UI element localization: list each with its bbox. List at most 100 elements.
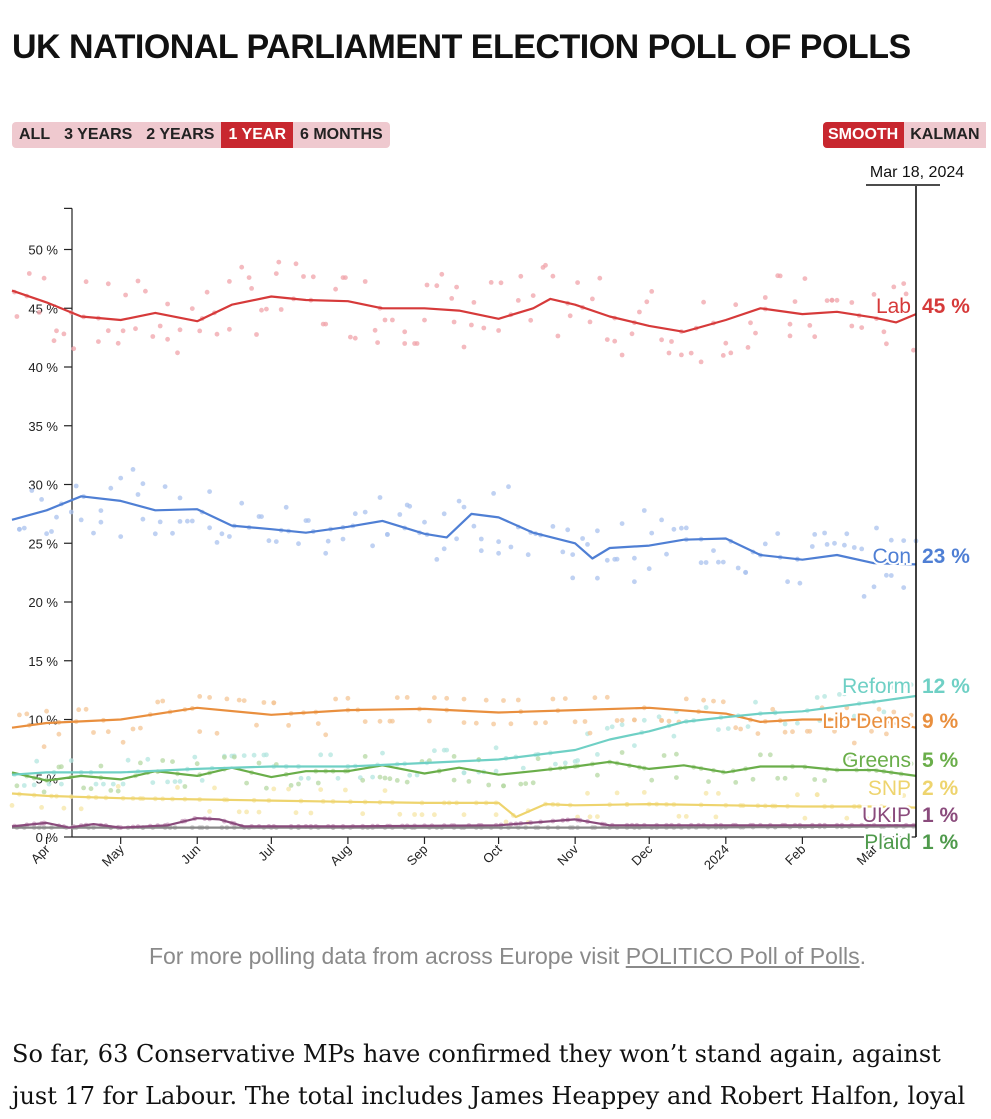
kalman-button[interactable]: KALMAN [910, 126, 980, 143]
poll-dot [31, 782, 37, 788]
poll-dot [614, 556, 620, 562]
time-range-selector: ALL 3 YEARS 2 YEARS 1 YEAR 6 MONTHS [12, 122, 390, 148]
poll-dot [587, 730, 593, 736]
poll-dot [496, 328, 501, 333]
poll-dot [575, 758, 580, 763]
poll-dot [44, 708, 49, 714]
poll-dot [362, 719, 368, 724]
range-6-months-button[interactable]: 6 MONTHS [300, 126, 383, 143]
poll-dot [713, 814, 719, 820]
poll-dot [402, 341, 408, 346]
series-value-label: 12 % [922, 675, 970, 698]
poll-dot [493, 745, 499, 751]
poll-dot [664, 551, 669, 557]
poll-dot [807, 728, 813, 734]
poll-dot [120, 781, 126, 787]
poll-dot [259, 514, 264, 519]
poll-dot [711, 698, 716, 704]
poll-dot [575, 280, 580, 285]
poll-dot [580, 536, 585, 541]
poll-dot [315, 780, 321, 786]
poll-dot [597, 275, 603, 281]
poll-dot [753, 699, 758, 705]
poll-dot [762, 541, 768, 547]
poll-dot [296, 781, 301, 787]
poll-dot [244, 780, 250, 786]
poll-dot [553, 761, 558, 767]
poll-dot [271, 786, 277, 792]
poll-dot [604, 725, 610, 731]
poll-dot [758, 752, 763, 758]
poll-dot [286, 723, 291, 728]
poll-dot [451, 777, 457, 783]
poll-dot [39, 497, 44, 502]
poll-dot [412, 812, 417, 817]
poll-dot [849, 323, 855, 329]
poll-dot [491, 491, 496, 496]
poll-dot [632, 579, 637, 585]
poll-dot [595, 575, 600, 581]
poll-dot [296, 541, 301, 547]
trend-line-con [11, 495, 917, 566]
range-3-years-button[interactable]: 3 YEARS [64, 126, 133, 143]
series-value-label: 23 % [922, 545, 970, 568]
poll-dot [432, 748, 437, 754]
poll-dot [105, 328, 111, 334]
x-tick-label: May [99, 841, 127, 869]
poll-dot [903, 291, 909, 297]
poll-dot [407, 503, 413, 509]
poll-dot [362, 754, 368, 759]
series-name-label: UKIP [862, 804, 911, 827]
poll-dot [688, 350, 694, 356]
series-value-label: 1 % [922, 804, 959, 827]
poll-dot [236, 697, 242, 703]
poll-dot [343, 787, 348, 793]
trend-line-ukip [11, 817, 916, 829]
poll-dot [68, 758, 74, 763]
poll-dot [590, 296, 595, 302]
poll-dot [674, 751, 679, 757]
poll-dot [377, 774, 383, 780]
poll-dot [649, 289, 655, 294]
poll-dot [49, 529, 54, 534]
poll-chart[interactable]: 0 %5 %10 %15 %20 %25 %30 %35 %40 %45 %50… [0, 150, 991, 895]
poll-dot [533, 720, 538, 726]
poll-dot [323, 732, 329, 738]
series-name-label: Lab [876, 295, 911, 318]
poll-dot [582, 719, 588, 724]
poll-dot [143, 288, 148, 294]
range-all-button[interactable]: ALL [19, 126, 51, 143]
poll-dot [493, 768, 499, 774]
range-1-year-button[interactable]: 1 YEAR [221, 122, 293, 148]
poll-dot [884, 572, 889, 578]
poll-dot [390, 317, 395, 323]
poll-dot [543, 262, 548, 268]
poll-dot [701, 697, 706, 703]
poll-dot [508, 721, 514, 727]
poll-dot [881, 709, 887, 715]
poll-dot [261, 700, 267, 705]
poll-dot [834, 297, 840, 303]
poll-dot [698, 560, 704, 566]
x-tick-label: Sep [404, 842, 431, 869]
poll-of-polls-link[interactable]: POLITICO Poll of Polls [625, 943, 860, 969]
poll-dot [842, 691, 847, 697]
poll-dot [9, 803, 15, 808]
range-2-years-button[interactable]: 2 YEARS [146, 126, 215, 143]
date-cursor[interactable]: Mar 18, 2024 [866, 164, 964, 837]
poll-dot [71, 346, 77, 352]
poll-dot [29, 488, 35, 493]
poll-dot [483, 697, 489, 703]
poll-dot [612, 338, 618, 344]
poll-dot [249, 286, 255, 291]
y-axis: 0 %5 %10 %15 %20 %25 %30 %35 %40 %45 %50… [28, 207, 73, 845]
poll-dot [419, 812, 425, 818]
poll-dot [170, 530, 175, 536]
poll-dot [782, 775, 788, 781]
poll-dot [770, 706, 776, 712]
smooth-button[interactable]: SMOOTH [823, 122, 905, 148]
poll-dot [755, 731, 761, 736]
poll-dot [165, 336, 171, 342]
poll-dot [152, 531, 158, 537]
poll-dot [807, 323, 813, 328]
